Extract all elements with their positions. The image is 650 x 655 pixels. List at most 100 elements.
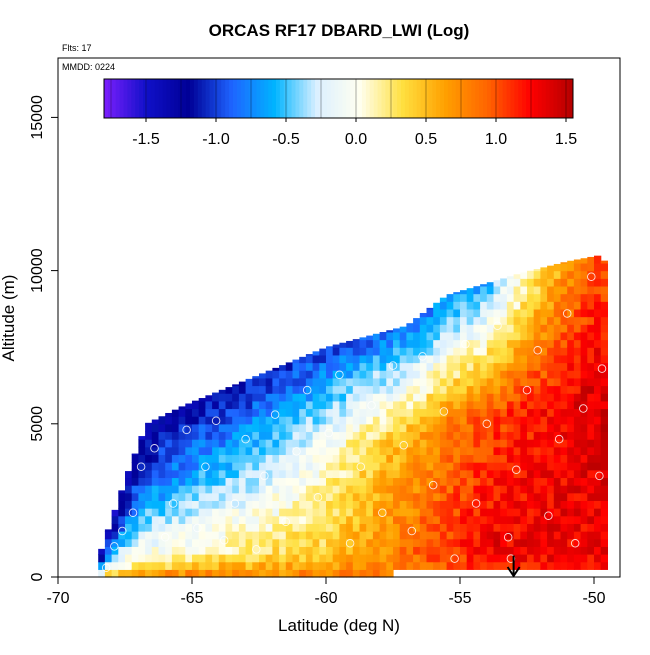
- heatmap-cell: [439, 297, 448, 302]
- heatmap-cell: [419, 515, 428, 524]
- heatmap-cell: [379, 554, 387, 563]
- heatmap-cell: [372, 454, 381, 463]
- colorbar-segment: [174, 79, 179, 118]
- colorbar-segment: [381, 79, 386, 118]
- heatmap-cell: [352, 339, 361, 341]
- heatmap-cell: [513, 339, 521, 348]
- heatmap-cell: [439, 554, 448, 563]
- heatmap-cell: [413, 339, 421, 348]
- heatmap-cell: [352, 569, 361, 578]
- heatmap-cell: [513, 316, 521, 325]
- heatmap-cell: [218, 531, 227, 540]
- heatmap-cell: [205, 431, 213, 440]
- heatmap-cell: [125, 485, 133, 494]
- heatmap-cell: [285, 362, 294, 364]
- heatmap-cell: [426, 393, 434, 402]
- heatmap-cell: [413, 385, 421, 394]
- heatmap-cell: [393, 431, 401, 440]
- heatmap-cell: [379, 400, 387, 410]
- x-tick-label: -55: [448, 590, 471, 607]
- heatmap-cell: [439, 354, 448, 364]
- heatmap-cell: [413, 431, 421, 440]
- heatmap-cell: [339, 554, 347, 563]
- heatmap-cell: [413, 416, 421, 425]
- heatmap-cell: [453, 377, 461, 387]
- heatmap-cell: [433, 302, 441, 310]
- heatmap-cell: [285, 377, 294, 387]
- heatmap-cell: [372, 385, 381, 394]
- heatmap-cell: [225, 554, 233, 563]
- heatmap-cell: [540, 400, 548, 410]
- heatmap-cell: [480, 354, 488, 364]
- heatmap-cell: [265, 492, 273, 501]
- heatmap-cell: [480, 531, 488, 540]
- heatmap-cell: [506, 462, 515, 471]
- heatmap-cell: [346, 431, 354, 440]
- sample-point: [418, 352, 427, 361]
- heatmap-cell: [533, 462, 541, 471]
- heatmap-cell: [493, 280, 501, 287]
- heatmap-cell: [573, 262, 582, 272]
- heatmap-cell: [520, 385, 528, 394]
- heatmap-cell: [346, 546, 354, 555]
- heatmap-cell: [573, 393, 582, 402]
- heatmap-cell: [473, 324, 481, 333]
- heatmap-cell: [533, 538, 541, 547]
- heatmap-cell: [460, 431, 468, 440]
- heatmap-cell: [520, 285, 528, 295]
- heatmap-cell: [513, 423, 521, 433]
- heatmap-cell: [406, 500, 414, 509]
- heatmap-cell: [560, 416, 568, 425]
- heatmap-cell: [292, 462, 300, 471]
- heatmap-cell: [158, 500, 166, 509]
- heatmap-cell: [446, 485, 454, 494]
- heatmap-cell: [540, 431, 548, 440]
- heatmap-cell: [433, 454, 441, 463]
- heatmap-cell: [433, 477, 441, 486]
- heatmap-cell: [493, 439, 501, 448]
- heatmap-cell: [573, 385, 582, 394]
- heatmap-cell: [305, 531, 314, 540]
- heatmap-cell: [547, 278, 555, 287]
- heatmap-cell: [98, 561, 106, 570]
- heatmap-cell: [379, 546, 387, 555]
- heatmap-cell: [466, 316, 474, 325]
- heatmap-cell: [580, 462, 588, 471]
- heatmap-cell: [312, 377, 320, 387]
- heatmap-cell: [131, 561, 139, 570]
- heatmap-cell: [198, 485, 206, 494]
- heatmap-cell: [567, 531, 575, 540]
- heatmap-cell: [379, 332, 387, 341]
- heatmap-cell: [279, 408, 287, 417]
- heatmap-cell: [272, 393, 280, 402]
- heatmap-cell: [399, 400, 407, 410]
- heatmap-cell: [138, 454, 146, 463]
- heatmap-cell: [359, 538, 367, 547]
- heatmap-cell: [359, 370, 367, 379]
- heatmap-cell: [446, 423, 454, 433]
- heatmap-cell: [185, 538, 193, 547]
- heatmap-cell: [326, 531, 334, 540]
- heatmap-cell: [366, 485, 374, 494]
- heatmap-cell: [527, 469, 535, 479]
- heatmap-cell: [446, 523, 454, 532]
- heatmap-cell: [272, 431, 280, 440]
- heatmap-cell: [326, 508, 334, 517]
- heatmap-cell: [466, 393, 474, 402]
- heatmap-cell: [466, 354, 474, 364]
- heatmap-cell: [158, 431, 166, 440]
- heatmap-cell: [553, 339, 562, 348]
- heatmap-cell: [439, 508, 448, 517]
- heatmap-cell: [567, 416, 575, 425]
- heatmap-cell: [386, 554, 394, 563]
- heatmap-cell: [600, 477, 608, 486]
- heatmap-cell: [225, 500, 233, 509]
- heatmap-cell: [312, 500, 320, 509]
- colorbar-segment: [420, 79, 425, 118]
- heatmap-cell: [439, 546, 448, 555]
- heatmap-cell: [433, 485, 441, 494]
- heatmap-cell: [265, 508, 273, 517]
- heatmap-cell: [272, 462, 280, 471]
- heatmap-cell: [352, 408, 361, 417]
- heatmap-cell: [359, 400, 367, 410]
